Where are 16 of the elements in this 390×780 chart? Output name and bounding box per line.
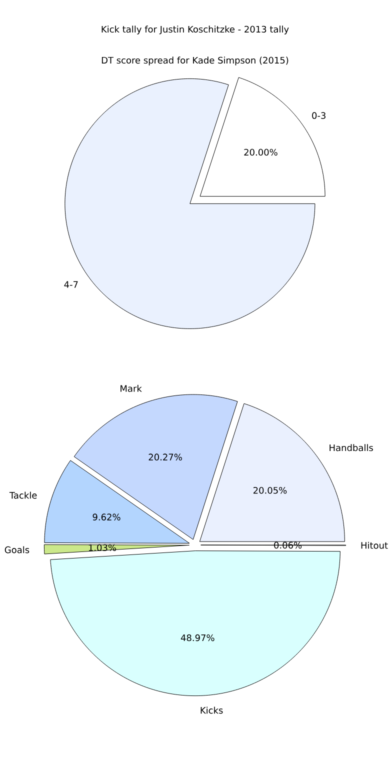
data-label: 20.05%	[253, 486, 287, 494]
slice-label: Hitout	[361, 542, 388, 549]
data-label: 1.03%	[88, 544, 116, 552]
slice-label: Handballs	[330, 444, 373, 452]
slice-label: 4-7	[64, 281, 78, 288]
chart-title: Kick tally for Justin Koschitzke - 2013 tally	[102, 26, 289, 34]
slice-label: Goals	[4, 546, 30, 554]
chart-title: DT score spread for Kade Simpson (2015)	[102, 56, 288, 66]
data-label: 9.62%	[92, 514, 120, 520]
slice-label: Kicks	[200, 706, 223, 714]
slice-label: Mark	[120, 384, 142, 392]
data-label: 48.97%	[180, 634, 214, 642]
data-label: 20.00%	[244, 148, 278, 156]
slice-label: 0-3	[312, 112, 326, 119]
slice-label: Tackle	[9, 492, 37, 499]
data-label: 20.27%	[148, 454, 182, 460]
